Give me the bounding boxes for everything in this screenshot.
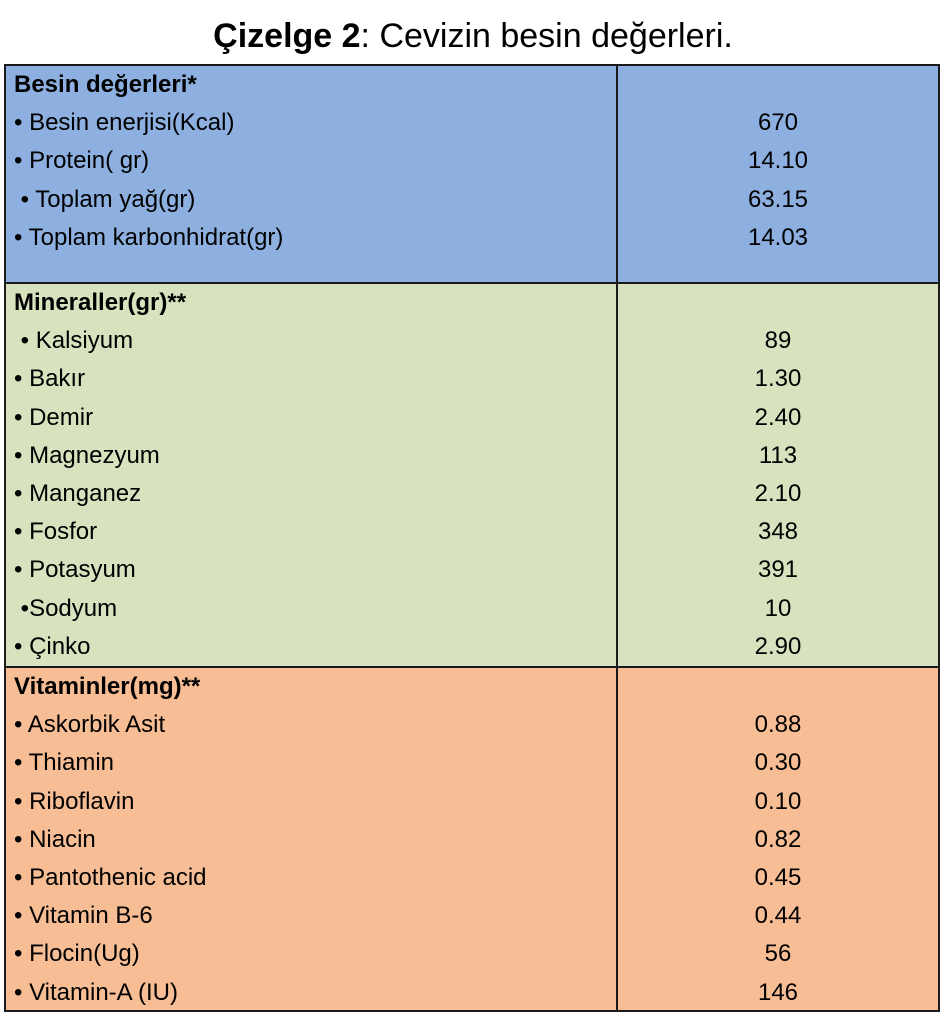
row-label: • Bakır xyxy=(14,365,86,393)
row-value: 113 xyxy=(758,441,798,469)
row-label: • Protein( gr) xyxy=(14,147,150,175)
row-value: 670 xyxy=(757,109,799,137)
value-column: 89 1.30 2.40 113 2.10 348 391 10 2.90 xyxy=(618,284,938,666)
row-label: • Kalsiyum xyxy=(14,327,134,355)
row-value: 0.30 xyxy=(754,749,802,777)
row-value: 2.90 xyxy=(754,632,802,660)
row-value: 1.30 xyxy=(754,365,802,393)
row-value: 0.82 xyxy=(754,825,802,853)
row-value: 2.10 xyxy=(754,479,802,507)
row-label: • Thiamin xyxy=(14,749,114,777)
row-value: 391 xyxy=(757,556,799,584)
row-label: • Vitamin B-6 xyxy=(14,902,153,930)
row-value: 63.15 xyxy=(747,185,809,213)
section-nutrition: Besin değerleri* • Besin enerjisi(Kcal) … xyxy=(6,66,938,282)
row-value: 0.45 xyxy=(754,863,802,891)
row-value: 14.03 xyxy=(747,223,809,251)
row-label: • Besin enerjisi(Kcal) xyxy=(14,109,235,137)
value-column: 670 14.10 63.15 14.03 xyxy=(618,66,938,282)
row-label: • Çinko xyxy=(14,632,91,660)
row-value: 0.88 xyxy=(754,711,802,739)
row-label: • Vitamin-A (IU) xyxy=(14,978,178,1006)
heading-spacer xyxy=(618,668,938,706)
row-value: 2.40 xyxy=(754,403,802,431)
row-label: • Potasyum xyxy=(14,556,136,584)
row-label: • Niacin xyxy=(14,825,96,853)
row-value: 0.10 xyxy=(754,787,802,815)
row-label: • Riboflavin xyxy=(14,787,135,815)
row-label: • Manganez xyxy=(14,479,142,507)
label-column: Vitaminler(mg)** • Askorbik Asit • Thiam… xyxy=(6,668,618,1010)
heading-spacer xyxy=(618,284,938,322)
section-heading: Mineraller(gr)** xyxy=(14,289,187,316)
row-label: • Fosfor xyxy=(14,518,98,546)
row-label: • Flocin(Ug) xyxy=(14,940,140,968)
row-label: • Magnezyum xyxy=(14,441,160,469)
row-value: 0.44 xyxy=(754,902,802,930)
row-label: • Askorbik Asit xyxy=(14,711,166,739)
row-label: •Sodyum xyxy=(14,594,118,622)
row-value: 14.10 xyxy=(747,147,809,175)
caption-label: Çizelge 2 xyxy=(213,17,361,55)
row-label: • Demir xyxy=(14,403,94,431)
table-caption: Çizelge 2: Cevizin besin değerleri. xyxy=(0,14,946,58)
section-heading: Besin değerleri* xyxy=(14,71,197,98)
row-value: 89 xyxy=(764,327,792,355)
value-column: 0.88 0.30 0.10 0.82 0.45 0.44 56 146 xyxy=(618,668,938,1010)
section-minerals: Mineraller(gr)** • Kalsiyum • Bakır • De… xyxy=(6,282,938,666)
row-label: • Toplam yağ(gr) xyxy=(14,185,196,213)
row-value: 56 xyxy=(764,940,792,968)
row-label: • Pantothenic acid xyxy=(14,863,207,891)
row-label: • Toplam karbonhidrat(gr) xyxy=(14,223,284,251)
section-heading: Vitaminler(mg)** xyxy=(14,673,201,700)
row-value: 10 xyxy=(764,594,792,622)
label-column: Mineraller(gr)** • Kalsiyum • Bakır • De… xyxy=(6,284,618,666)
section-vitamins: Vitaminler(mg)** • Askorbik Asit • Thiam… xyxy=(6,666,938,1010)
caption-text: : Cevizin besin değerleri. xyxy=(360,17,733,55)
nutrition-table: Besin değerleri* • Besin enerjisi(Kcal) … xyxy=(4,64,940,1012)
heading-spacer xyxy=(618,66,938,104)
row-value: 348 xyxy=(757,518,799,546)
label-column: Besin değerleri* • Besin enerjisi(Kcal) … xyxy=(6,66,618,282)
row-value: 146 xyxy=(757,978,799,1006)
